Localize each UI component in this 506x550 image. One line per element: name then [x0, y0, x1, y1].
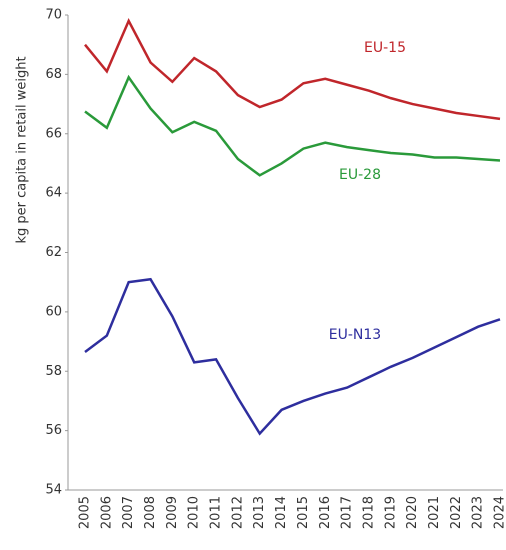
x-tick-label: 2022: [449, 496, 464, 529]
series-label: EU-28: [339, 167, 381, 183]
series-label: EU-15: [364, 40, 406, 56]
y-tick-label: 64: [45, 186, 62, 201]
x-tick-label: 2024: [493, 496, 506, 529]
y-tick-label: 68: [45, 67, 62, 82]
x-tick-label: 2010: [187, 496, 202, 529]
y-tick-label: 58: [45, 364, 62, 379]
x-tick-label: 2023: [471, 496, 486, 529]
y-tick-label: 54: [45, 483, 62, 498]
x-tick-label: 2016: [318, 496, 333, 529]
y-tick-label: 70: [45, 8, 62, 23]
x-tick-label: 2008: [143, 496, 158, 529]
x-tick-label: 2012: [230, 496, 245, 529]
y-axis-label: kg per capita in retail weight: [15, 56, 30, 243]
x-tick-label: 2009: [165, 496, 180, 529]
x-tick-label: 2005: [78, 496, 93, 529]
x-tick-label: 2011: [209, 496, 224, 529]
y-tick-label: 62: [45, 245, 62, 260]
x-tick-label: 2006: [99, 496, 114, 529]
y-tick-label: 56: [45, 423, 62, 438]
line: [84, 18, 501, 121]
x-tick-label: 2020: [405, 496, 420, 529]
x-tick-label: 2013: [252, 496, 267, 529]
x-tick-label: 2018: [361, 496, 376, 529]
x-tick-label: 2017: [340, 496, 355, 529]
y-tick-label: 66: [45, 126, 62, 141]
x-tick-label: 2014: [274, 496, 289, 529]
line: [84, 277, 501, 436]
y-tick-label: 60: [45, 304, 62, 319]
line: [84, 74, 501, 177]
x-tick-label: 2021: [427, 496, 442, 529]
series-label: EU-N13: [329, 327, 381, 343]
x-tick-label: 2019: [383, 496, 398, 529]
x-tick-label: 2015: [296, 496, 311, 529]
x-tick-label: 2007: [121, 496, 136, 529]
